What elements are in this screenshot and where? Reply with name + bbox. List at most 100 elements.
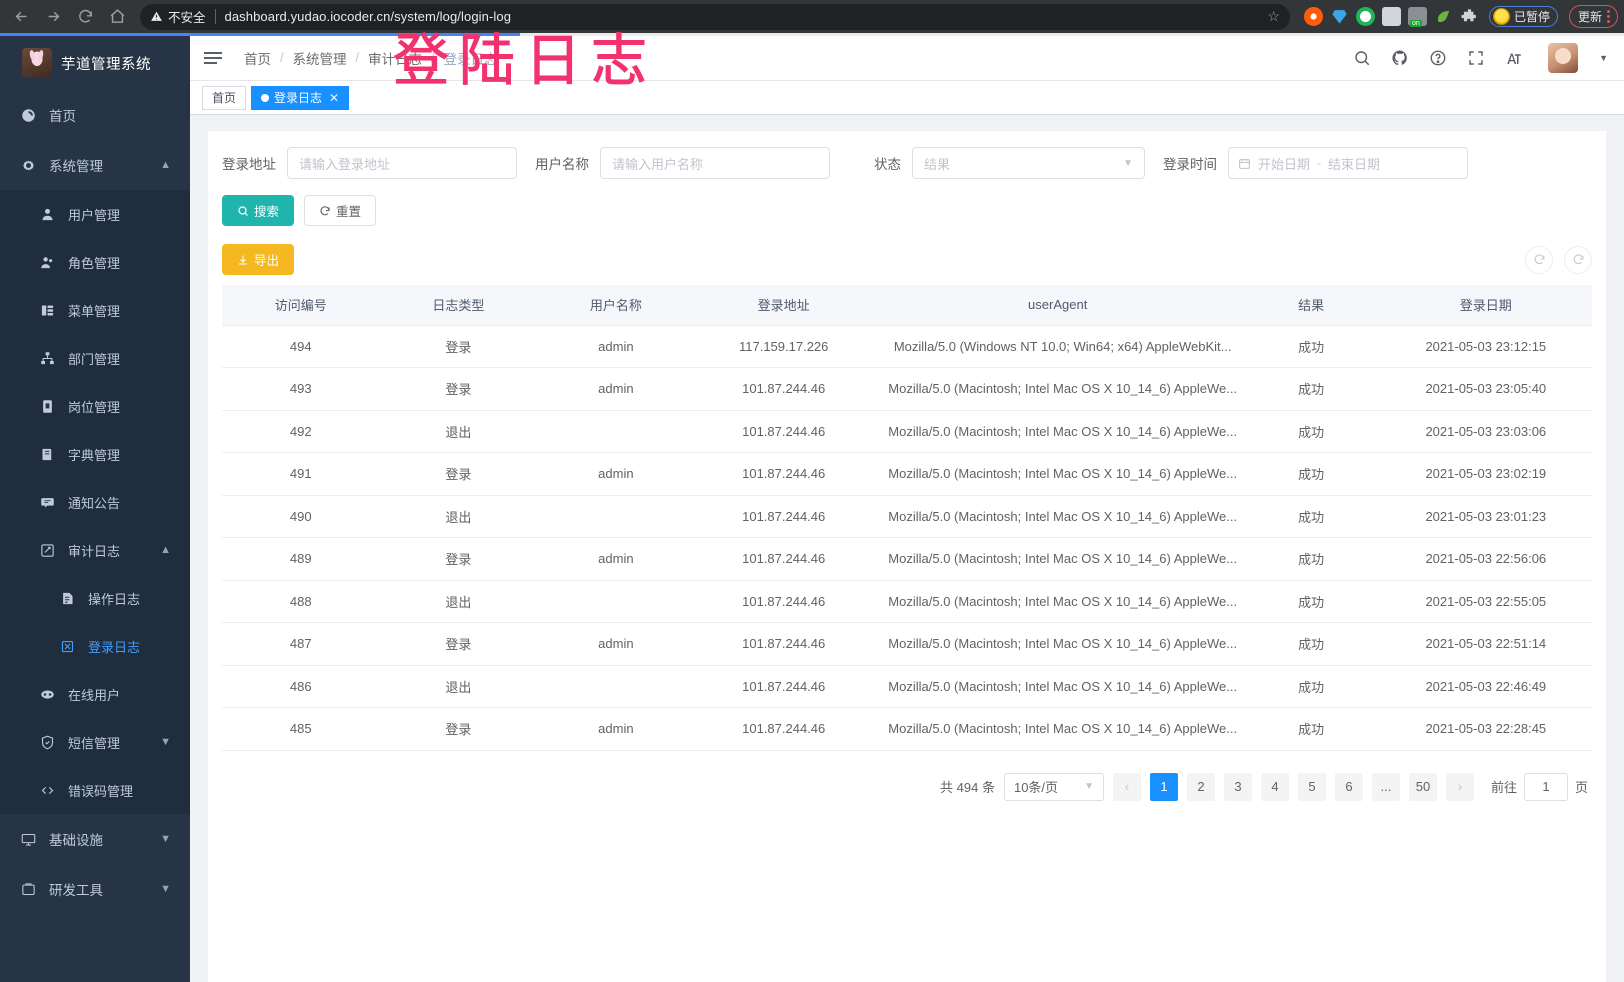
table-row[interactable]: 491 登录 admin 101.87.244.46 Mozilla/5.0 (… xyxy=(222,452,1592,496)
sidebar-item-audit-log[interactable]: 审计日志 ▲ xyxy=(0,526,190,574)
sidebar-item-infrastructure[interactable]: 基础设施 ▼ xyxy=(0,814,190,864)
prev-page-button[interactable]: ‹ xyxy=(1112,772,1141,801)
extension-on-badge-icon[interactable]: on xyxy=(1407,7,1427,27)
url-text: dashboard.yudao.iocoder.cn/system/log/lo… xyxy=(224,9,512,24)
sidebar-item-menus[interactable]: 菜单管理 xyxy=(0,286,190,334)
sidebar-label: 岗位管理 xyxy=(68,399,121,415)
chevron-down-icon[interactable]: ▼ xyxy=(1599,53,1608,63)
cell-ip: 101.87.244.46 xyxy=(694,537,873,581)
sidebar-item-system[interactable]: 系统管理 ▲ xyxy=(0,140,190,190)
tag-active-dot-icon xyxy=(261,93,270,102)
fullscreen-icon[interactable] xyxy=(1466,49,1485,68)
table-row[interactable]: 493 登录 admin 101.87.244.46 Mozilla/5.0 (… xyxy=(222,367,1592,411)
sidebar-item-notices[interactable]: 通知公告 xyxy=(0,478,190,526)
column-settings-icon[interactable] xyxy=(1564,245,1592,274)
table-row[interactable]: 486 退出 101.87.244.46 Mozilla/5.0 (Macint… xyxy=(222,665,1592,708)
page-button-1[interactable]: 1 xyxy=(1149,772,1178,801)
table-row[interactable]: 492 退出 101.87.244.46 Mozilla/5.0 (Macint… xyxy=(222,410,1592,453)
next-page-button[interactable]: › xyxy=(1445,772,1474,801)
github-icon[interactable] xyxy=(1390,49,1409,68)
status-select[interactable]: 结果 ▼ xyxy=(912,147,1145,179)
extension-orange-icon[interactable] xyxy=(1303,7,1323,26)
username-input[interactable]: 请输入用户名称 xyxy=(600,147,830,179)
refresh-icon[interactable] xyxy=(1525,245,1553,274)
export-button[interactable]: 导出 xyxy=(222,244,295,275)
search-icon[interactable] xyxy=(1352,49,1371,68)
page-button-5[interactable]: 5 xyxy=(1297,772,1326,801)
page-button-4[interactable]: 4 xyxy=(1260,772,1289,801)
kebab-menu-icon[interactable] xyxy=(1605,10,1612,23)
tools-icon xyxy=(21,882,43,897)
tag-home[interactable]: 首页 xyxy=(202,85,247,110)
sidebar-label: 系统管理 xyxy=(49,159,103,174)
table-row[interactable]: 485 登录 admin 101.87.244.46 Mozilla/5.0 (… xyxy=(222,707,1592,751)
hamburger-icon[interactable] xyxy=(204,52,222,64)
close-icon[interactable]: ✕ xyxy=(329,90,340,105)
page-button-3[interactable]: 3 xyxy=(1223,772,1252,801)
extension-green-check-icon[interactable] xyxy=(1355,7,1375,26)
tag-login-log[interactable]: 登录日志 ✕ xyxy=(251,85,350,110)
breadcrumb-item[interactable]: 审计日志 xyxy=(367,52,422,67)
url-bar[interactable]: 不安全 dashboard.yudao.iocoder.cn/system/lo… xyxy=(140,3,1290,30)
sidebar-item-login-log[interactable]: 登录日志 xyxy=(0,622,190,670)
cell-result: 成功 xyxy=(1242,367,1380,411)
code-icon xyxy=(40,783,62,798)
sidebar-item-online-users[interactable]: 在线用户 xyxy=(0,670,190,718)
col-header-user: 用户名称 xyxy=(537,285,695,326)
sidebar-item-posts[interactable]: 岗位管理 xyxy=(0,382,190,430)
page-button-50[interactable]: 50 xyxy=(1408,772,1437,801)
sidebar-item-sms[interactable]: 短信管理 ▼ xyxy=(0,718,190,766)
page-button-2[interactable]: 2 xyxy=(1186,772,1215,801)
table-row[interactable]: 494 登录 admin 117.159.17.226 Mozilla/5.0 … xyxy=(222,325,1592,368)
table-body: 494 登录 admin 117.159.17.226 Mozilla/5.0 … xyxy=(222,325,1592,751)
rabbit-logo-icon xyxy=(22,48,52,78)
megaphone-icon xyxy=(40,495,62,510)
extension-puzzle-icon[interactable] xyxy=(1459,7,1479,26)
cell-id: 492 xyxy=(222,410,380,453)
sidebar-item-operation-log[interactable]: 操作日志 xyxy=(0,574,190,622)
table-row[interactable]: 490 退出 101.87.244.46 Mozilla/5.0 (Macint… xyxy=(222,495,1592,538)
extension-bookmark-icon[interactable] xyxy=(1381,7,1401,26)
cell-type: 登录 xyxy=(379,707,538,751)
cell-date: 2021-05-03 22:51:14 xyxy=(1379,622,1592,666)
cell-id: 486 xyxy=(222,665,380,708)
forward-arrow-icon[interactable] xyxy=(38,3,68,31)
sidebar-item-departments[interactable]: 部门管理 xyxy=(0,334,190,382)
cell-ip: 101.87.244.46 xyxy=(694,707,873,751)
page-jump-input[interactable]: 1 xyxy=(1523,772,1568,801)
home-icon[interactable] xyxy=(102,3,132,31)
sidebar-item-dictionary[interactable]: 字典管理 xyxy=(0,430,190,478)
breadcrumb-item[interactable]: 首页 xyxy=(244,52,271,67)
extension-leaf-icon[interactable] xyxy=(1433,7,1453,26)
page-button-6[interactable]: 6 xyxy=(1334,772,1363,801)
cell-date: 2021-05-03 22:55:05 xyxy=(1379,580,1592,623)
table-row[interactable]: 487 登录 admin 101.87.244.46 Mozilla/5.0 (… xyxy=(222,622,1592,666)
login-time-daterange[interactable]: 开始日期 - 结束日期 xyxy=(1228,147,1468,179)
page-size-select[interactable]: 10条/页 ▼ xyxy=(1003,772,1104,801)
sidebar-logo[interactable]: 芋道管理系统 xyxy=(0,36,190,90)
login-address-input[interactable]: 请输入登录地址 xyxy=(287,147,517,179)
page-ellipsis[interactable]: ... xyxy=(1371,772,1400,801)
avatar[interactable] xyxy=(1548,43,1579,73)
sidebar-item-users[interactable]: 用户管理 xyxy=(0,190,190,238)
search-button[interactable]: 搜索 xyxy=(222,195,295,226)
table-row[interactable]: 488 退出 101.87.244.46 Mozilla/5.0 (Macint… xyxy=(222,580,1592,623)
query-buttons: 搜索 重置 xyxy=(222,195,1592,226)
star-icon[interactable]: ☆ xyxy=(1267,8,1280,24)
update-badge[interactable]: 更新 xyxy=(1568,5,1618,28)
table-row[interactable]: 489 登录 admin 101.87.244.46 Mozilla/5.0 (… xyxy=(222,537,1592,581)
help-icon[interactable] xyxy=(1428,49,1447,68)
sidebar-item-roles[interactable]: 角色管理 xyxy=(0,238,190,286)
breadcrumb-item[interactable]: 系统管理 xyxy=(292,52,347,67)
reload-icon[interactable] xyxy=(70,3,100,31)
paused-label: 已暂停 xyxy=(1513,10,1550,24)
sidebar-item-error-codes[interactable]: 错误码管理 xyxy=(0,766,190,814)
sidebar-item-home[interactable]: 首页 xyxy=(0,90,190,140)
back-arrow-icon[interactable] xyxy=(6,3,36,31)
extension-diamond-icon[interactable] xyxy=(1329,7,1349,26)
reset-button[interactable]: 重置 xyxy=(304,195,377,226)
font-size-icon[interactable] xyxy=(1504,49,1523,68)
sidebar-item-dev-tools[interactable]: 研发工具 ▼ xyxy=(0,864,190,914)
chevron-down-icon: ▼ xyxy=(160,883,171,895)
paused-badge[interactable]: 已暂停 xyxy=(1488,6,1558,27)
